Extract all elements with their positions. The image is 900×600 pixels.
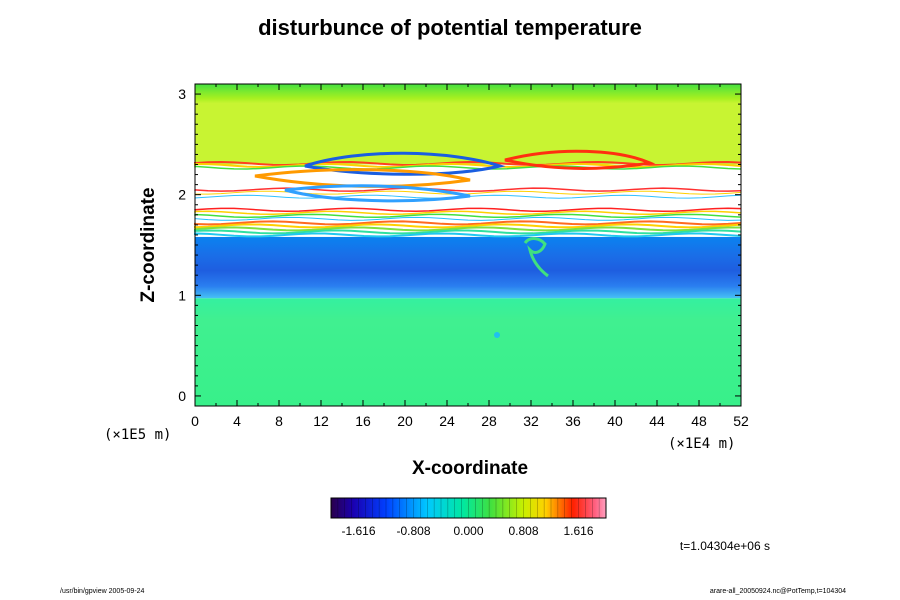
x-tick-label: 8: [275, 413, 283, 429]
contour-band: [194, 216, 742, 221]
contour-band: [194, 210, 742, 216]
y-tick-label: 0: [178, 388, 186, 404]
contour-band: [194, 187, 742, 192]
structure-contour: [504, 149, 656, 170]
colorbar-tick-label: 0.808: [508, 524, 538, 538]
x-tick-label: 32: [523, 413, 539, 429]
x-axis-label: X-coordinate: [411, 458, 529, 479]
y-tick-label: 1: [178, 287, 186, 303]
x-tick-label: 36: [565, 413, 581, 429]
x-tick-label: 52: [733, 413, 749, 429]
x-tick-label: 16: [355, 413, 371, 429]
plume-contour: [523, 237, 549, 278]
contour-band: [194, 165, 742, 170]
contour-band: [194, 220, 742, 226]
time-label: t=1.04304e+06 s: [679, 539, 770, 553]
x-tick-labels: 0 4 8 12 16 20 24 28 32 36 40 44 48 52: [191, 413, 749, 429]
structure-contour: [304, 151, 506, 176]
x-tick-label: 4: [233, 413, 241, 429]
axis-ticks: [194, 84, 742, 406]
contour-band: [194, 213, 742, 219]
colorbar-tick-label: 1.616: [563, 524, 593, 538]
x-unit-label: (×1E4 m): [668, 436, 736, 452]
x-tick-label: 40: [607, 413, 623, 429]
contour-band: [194, 163, 742, 169]
structure-contour: [254, 168, 471, 188]
colorbar-tick-label: 0.000: [453, 524, 483, 538]
contour-band: [194, 229, 742, 235]
region-upper-green: [195, 84, 741, 165]
x-tick-label: 0: [191, 413, 199, 429]
y-axis-label: Z-coordinate: [138, 187, 159, 303]
contour-band: [194, 207, 742, 213]
chart-title: disturbunce of potential temperature: [258, 15, 642, 40]
colorbar-tick-labels: -1.616 -0.808 0.000 0.808 1.616: [341, 524, 593, 538]
y-tick-label: 2: [178, 187, 186, 203]
x-tick-label: 20: [397, 413, 413, 429]
colorbar: [330, 497, 607, 519]
region-lower-green: [195, 298, 741, 406]
footer-left: /usr/bin/gpview 2005-09-24: [60, 588, 145, 595]
heatmap-field: [194, 84, 742, 406]
structure-contour: [284, 184, 471, 203]
x-tick-label: 28: [481, 413, 497, 429]
footer-right: arare-all_20050924.nc@PotTemp,t=104304: [709, 588, 846, 595]
y-tick-labels: 0 1 2 3: [178, 86, 186, 404]
y-unit-label: (×1E5 m): [104, 427, 172, 443]
colorbar-tick-label: -0.808: [396, 524, 430, 538]
colorbar-tick-label: -1.616: [341, 524, 375, 538]
x-tick-label: 12: [313, 413, 329, 429]
x-tick-label: 44: [649, 413, 665, 429]
contour-band: [194, 232, 742, 238]
region-saturated: [195, 164, 741, 235]
contour-band: [194, 226, 742, 232]
region-blue: [195, 236, 741, 299]
x-tick-label: 24: [439, 413, 455, 429]
x-tick-label: 48: [691, 413, 707, 429]
small-eddy: [494, 332, 500, 338]
y-tick-label: 3: [178, 86, 186, 102]
contour-band: [194, 223, 742, 229]
